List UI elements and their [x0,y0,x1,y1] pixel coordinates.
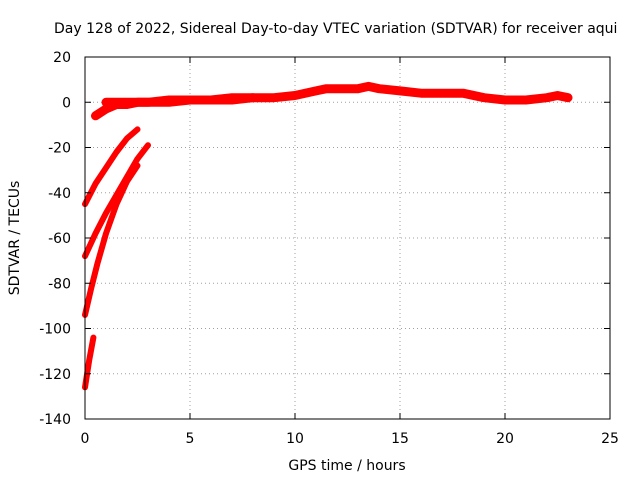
x-tick-label: 15 [391,431,409,447]
series-line [82,126,141,208]
y-tick-label: 0 [62,95,71,111]
y-axis-label: SDTVAR / TECUs [7,181,23,296]
plot-frame [84,56,611,420]
axis-ticks [84,56,611,420]
y-tick-label: -20 [48,141,71,157]
x-axis-label: GPS time / hours [288,458,405,474]
y-tick-label: -100 [39,322,71,338]
y-tick-label: -80 [48,276,71,292]
x-tick-labels: 0 5 10 15 20 25 [81,431,619,447]
y-tick-label: -60 [48,231,71,247]
y-tick-label: -140 [39,412,71,428]
x-tick-label: 20 [496,431,514,447]
series-line [101,93,258,107]
x-tick-label: 5 [186,431,195,447]
chart-title: Day 128 of 2022, Sidereal Day-to-day VTE… [54,21,617,37]
series-line [82,142,151,260]
x-tick-label: 0 [81,431,90,447]
y-tick-label: 20 [53,50,71,66]
grid-lines [85,57,610,419]
x-tick-label: 25 [601,431,619,447]
y-tick-label: -120 [39,367,71,383]
y-tick-label: -40 [48,186,71,202]
x-tick-label: 10 [286,431,304,447]
series-line [82,334,97,391]
series-group [82,81,573,391]
y-tick-labels: -140 -120 -100 -80 -60 -40 -20 0 20 [39,50,71,428]
series-line [82,162,141,318]
